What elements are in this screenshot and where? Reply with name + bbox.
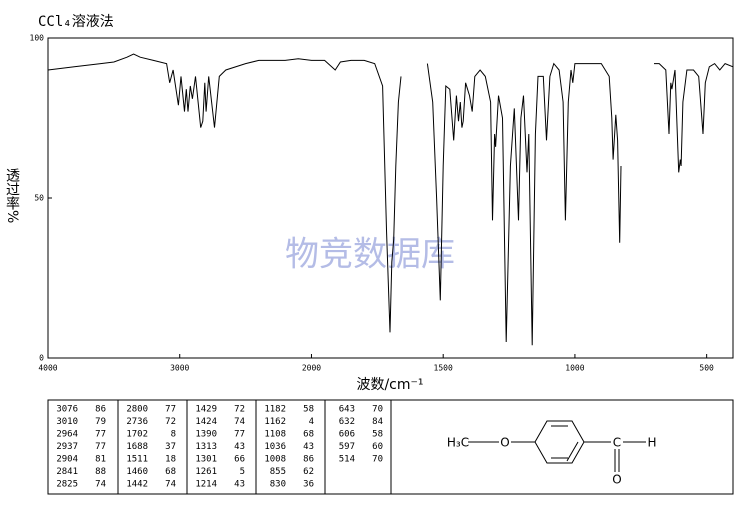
table-wavenumber: 1036 <box>264 442 286 452</box>
table-transmittance: 43 <box>234 480 245 490</box>
y-axis-label: 透过率% <box>4 168 20 224</box>
table-transmittance: 86 <box>303 455 314 465</box>
table-transmittance: 72 <box>234 405 245 415</box>
table-transmittance: 58 <box>303 405 314 415</box>
y-tick-label: 50 <box>34 194 44 203</box>
table-wavenumber: 1390 <box>195 430 217 440</box>
table-wavenumber: 1424 <box>195 417 217 427</box>
y-tick-label: 0 <box>39 354 44 363</box>
table-wavenumber: 1442 <box>126 480 148 490</box>
benzene-ring <box>534 420 585 464</box>
table-transmittance: 60 <box>372 442 383 452</box>
table-wavenumber: 855 <box>270 467 286 477</box>
table-transmittance: 84 <box>372 417 383 427</box>
table-transmittance: 72 <box>165 417 176 427</box>
table-transmittance: 5 <box>240 467 245 477</box>
table-transmittance: 74 <box>234 417 245 427</box>
table-transmittance: 68 <box>303 430 314 440</box>
table-wavenumber: 1214 <box>195 480 217 490</box>
table-wavenumber: 1182 <box>264 405 286 415</box>
x-tick-label: 1000 <box>565 364 584 373</box>
table-transmittance: 70 <box>372 455 383 465</box>
table-wavenumber: 632 <box>339 417 355 427</box>
table-wavenumber: 1429 <box>195 405 217 415</box>
table-transmittance: 43 <box>303 442 314 452</box>
table-wavenumber: 3010 <box>56 417 78 427</box>
spectrum-line <box>426 62 622 346</box>
table-wavenumber: 1702 <box>126 430 148 440</box>
table-wavenumber: 1313 <box>195 442 217 452</box>
table-wavenumber: 1460 <box>126 467 148 477</box>
chart-title: CCl₄溶液法 <box>38 14 114 30</box>
table-transmittance: 81 <box>95 455 106 465</box>
spectrum-line <box>654 62 734 173</box>
table-wavenumber: 2964 <box>56 430 78 440</box>
table-transmittance: 77 <box>95 430 106 440</box>
x-tick-label: 4000 <box>38 364 57 373</box>
spectrum-line <box>47 53 402 333</box>
table-transmittance: 70 <box>372 405 383 415</box>
peak-table: 3076 86 3010 79 2964 77 2937 77 2904 81 2841 88 2825… <box>47 399 734 495</box>
table-wavenumber: 3076 <box>56 405 78 415</box>
atom-label: H₃C <box>447 436 469 450</box>
table-transmittance: 8 <box>171 430 176 440</box>
atom-label: H <box>647 436 656 450</box>
table-wavenumber: 1108 <box>264 430 286 440</box>
structure <box>468 420 646 472</box>
x-tick-label: 3000 <box>170 364 189 373</box>
table-transmittance: 58 <box>372 430 383 440</box>
table-wavenumber: 2904 <box>56 455 78 465</box>
y-tick-label: 100 <box>30 34 45 43</box>
table-wavenumber: 1261 <box>195 467 217 477</box>
x-tick-label: 1500 <box>434 364 453 373</box>
table-transmittance: 18 <box>165 455 176 465</box>
table-transmittance: 86 <box>95 405 106 415</box>
table-wavenumber: 643 <box>339 405 355 415</box>
table-transmittance: 79 <box>95 417 106 427</box>
table-wavenumber: 597 <box>339 442 355 452</box>
table-transmittance: 77 <box>165 405 176 415</box>
bond <box>566 441 579 462</box>
table-wavenumber: 1511 <box>126 455 148 465</box>
table-wavenumber: 2800 <box>126 405 148 415</box>
table-wavenumber: 1688 <box>126 442 148 452</box>
table-transmittance: 77 <box>234 430 245 440</box>
table-transmittance: 88 <box>95 467 106 477</box>
table-wavenumber: 2736 <box>126 417 148 427</box>
table-wavenumber: 1162 <box>264 417 286 427</box>
table-wavenumber: 2937 <box>56 442 78 452</box>
table-wavenumber: 2841 <box>56 467 78 477</box>
table-wavenumber: 1008 <box>264 455 286 465</box>
atom-label: C <box>613 436 621 450</box>
table-wavenumber: 830 <box>270 480 286 490</box>
atom-label: O <box>500 436 509 450</box>
x-tick-label: 500 <box>699 364 714 373</box>
table-transmittance: 66 <box>234 455 245 465</box>
atom-label: O <box>612 473 621 487</box>
table-wavenumber: 2825 <box>56 480 78 490</box>
table-wavenumber: 1301 <box>195 455 217 465</box>
watermark: 物竞数据库 <box>285 235 455 275</box>
table-transmittance: 62 <box>303 467 314 477</box>
table-transmittance: 74 <box>95 480 106 490</box>
table-transmittance: 77 <box>95 442 106 452</box>
table-transmittance: 36 <box>303 480 314 490</box>
table-transmittance: 68 <box>165 467 176 477</box>
x-axis-label: 波数/cm⁻¹ <box>356 377 423 393</box>
table-wavenumber: 606 <box>339 430 355 440</box>
x-tick-label: 2000 <box>302 364 321 373</box>
table-transmittance: 74 <box>165 480 176 490</box>
table-wavenumber: 514 <box>339 455 355 465</box>
table-transmittance: 43 <box>234 442 245 452</box>
table-transmittance: 37 <box>165 442 176 452</box>
table-transmittance: 4 <box>309 417 314 427</box>
